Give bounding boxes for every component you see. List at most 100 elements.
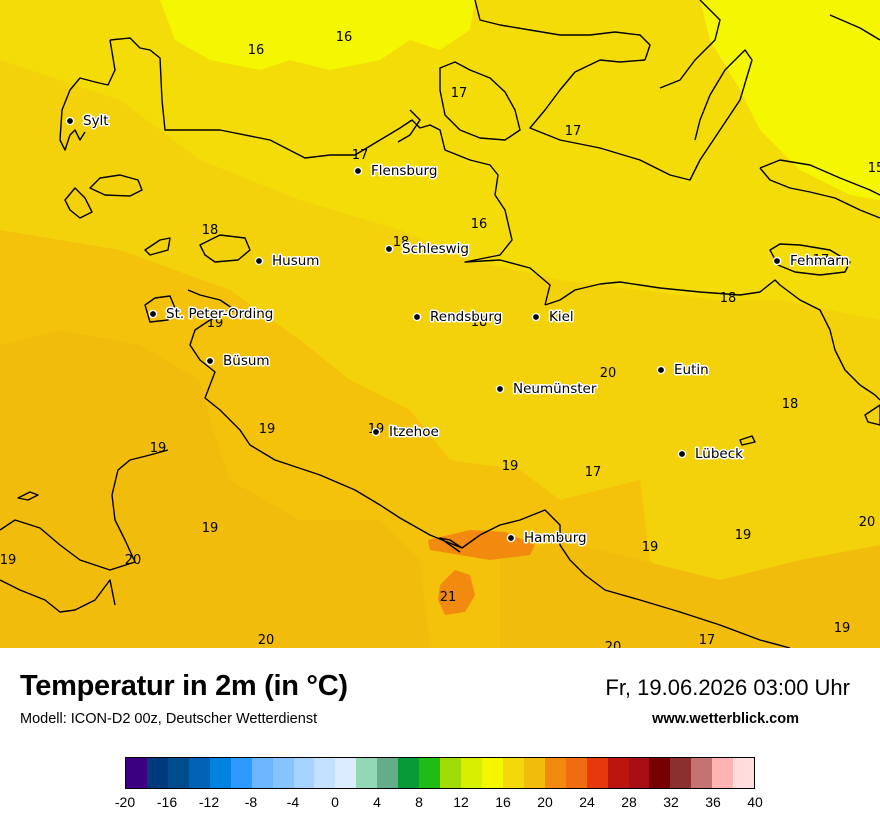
temp-value-label: 20 (600, 366, 617, 381)
city-name-label: Büsum (223, 353, 270, 369)
city-marker: Sylt (65, 112, 110, 131)
temp-value-label: 16 (336, 30, 353, 45)
legend-swatch (565, 758, 587, 788)
temperature-map: 16 16 17 17 15 17 16 18 18 17 18 19 18 20 18 19 19 19 19 17… (0, 0, 880, 648)
city-dot (205, 356, 215, 366)
city-name-label: Husum (272, 253, 319, 269)
legend-swatch (670, 758, 692, 788)
city-name-label: Rendsburg (430, 309, 502, 325)
legend-tick-label: 8 (415, 794, 423, 810)
map: 16 16 17 17 15 17 16 18 18 17 18 19 18 20 18 19 19 19 19 17… (0, 0, 880, 648)
legend-tick-label: 20 (537, 794, 553, 810)
city-name-label: Lübeck (695, 446, 743, 462)
legend-swatch (314, 758, 336, 788)
legend-tick-label: 16 (495, 794, 511, 810)
temp-value-label: 19 (207, 316, 224, 331)
city-name-label: Hamburg (524, 530, 587, 546)
legend-swatch (733, 758, 755, 788)
legend-tick-label: -16 (156, 794, 178, 810)
temp-value-label: 19 (834, 621, 851, 636)
city-marker: Büsum (205, 352, 271, 371)
temp-field-20-south (500, 540, 880, 648)
legend-swatch (188, 758, 210, 788)
temp-value-label: 19 (150, 441, 167, 456)
temp-field-21-south (438, 570, 475, 615)
city-name-label: Fehmarn (790, 253, 849, 269)
temp-value-label: 18 (782, 397, 799, 412)
city-marker: Eutin (656, 361, 710, 380)
city-dot (148, 309, 158, 319)
temp-value-label: 19 (259, 422, 276, 437)
legend-swatch (586, 758, 608, 788)
city-dot (412, 312, 422, 322)
legend-tick-label: 12 (453, 794, 469, 810)
temp-field-17 (0, 0, 880, 320)
legend-swatch (398, 758, 420, 788)
temp-value-label: 17 (699, 633, 716, 648)
legend-swatch (712, 758, 734, 788)
city-dot (371, 427, 381, 437)
legend-swatch (146, 758, 168, 788)
city-marker: Flensburg (353, 162, 439, 181)
temp-value-label: 20 (125, 553, 142, 568)
city-dot (656, 365, 666, 375)
city-name-label: Kiel (549, 309, 574, 325)
legend-tick-label: 0 (331, 794, 339, 810)
city-marker: St. Peter-Ording (148, 305, 275, 324)
temp-value-label: 19 (642, 540, 659, 555)
coastlines (0, 0, 880, 648)
city-name-label: Neumünster (513, 381, 597, 397)
city-name-label: Sylt (83, 113, 109, 129)
legend-tick-label: 40 (747, 794, 763, 810)
legend-swatch (544, 758, 566, 788)
legend-tick-label: -12 (198, 794, 220, 810)
legend-tick-label: -8 (244, 794, 258, 810)
legend-swatch (335, 758, 357, 788)
legend-swatch (691, 758, 713, 788)
legend-tick-label: -4 (286, 794, 300, 810)
legend-tick-label: 36 (705, 794, 721, 810)
legend-swatch (126, 758, 147, 788)
temp-value-label: 17 (451, 86, 468, 101)
temp-value-label: 17 (565, 124, 582, 139)
legend-swatch (356, 758, 378, 788)
legend-ticks: -20 -16 -12 -8 -4 0 4 8 12 16 20 24 28 32 36 40 (0, 794, 880, 814)
city-dot (65, 116, 75, 126)
city-dot (677, 449, 687, 459)
legend-tick-label: 28 (621, 794, 637, 810)
legend-tick-label: 24 (579, 794, 595, 810)
legend-swatch (377, 758, 399, 788)
temp-value-label: 18 (471, 315, 488, 330)
legend-swatch (481, 758, 503, 788)
chart-title: Temperatur in 2m (in °C) (20, 670, 348, 702)
city-marker: Itzehoe (371, 423, 440, 442)
legend-tick-label: 32 (663, 794, 679, 810)
city-dot (353, 166, 363, 176)
temperature-labels: 16 16 17 17 15 17 16 18 18 17 18 19 18 20 18 19 19 19 19 17… (0, 30, 880, 648)
city-dot (254, 256, 264, 266)
legend-swatch (461, 758, 482, 788)
legend-swatch (523, 758, 545, 788)
city-marker: Neumünster (495, 380, 598, 399)
city-marker: Hamburg (506, 529, 588, 548)
city-dot (506, 533, 516, 543)
city-name-label: St. Peter-Ording (166, 306, 273, 322)
legend-tick-label: 4 (373, 794, 381, 810)
city-dot (384, 244, 394, 254)
legend-tick-label: -20 (114, 794, 136, 810)
temp-value-label: 17 (585, 465, 602, 480)
temp-value-label: 19 (0, 553, 16, 568)
city-dot (495, 384, 505, 394)
temp-value-label: 15 (868, 161, 880, 176)
temp-value-label: 16 (471, 217, 488, 232)
temp-value-label: 18 (720, 291, 737, 306)
city-marker: Kiel (531, 308, 575, 327)
legend-swatch (230, 758, 252, 788)
temp-value-label: 17 (813, 253, 830, 268)
temp-value-label: 20 (605, 640, 622, 648)
city-name-label: Itzehoe (389, 424, 439, 440)
temp-value-label: 21 (440, 590, 457, 605)
temp-value-label: 20 (258, 633, 275, 648)
city-marker: Fehmarn (772, 252, 851, 271)
website-link: www.wetterblick.com (652, 711, 799, 727)
